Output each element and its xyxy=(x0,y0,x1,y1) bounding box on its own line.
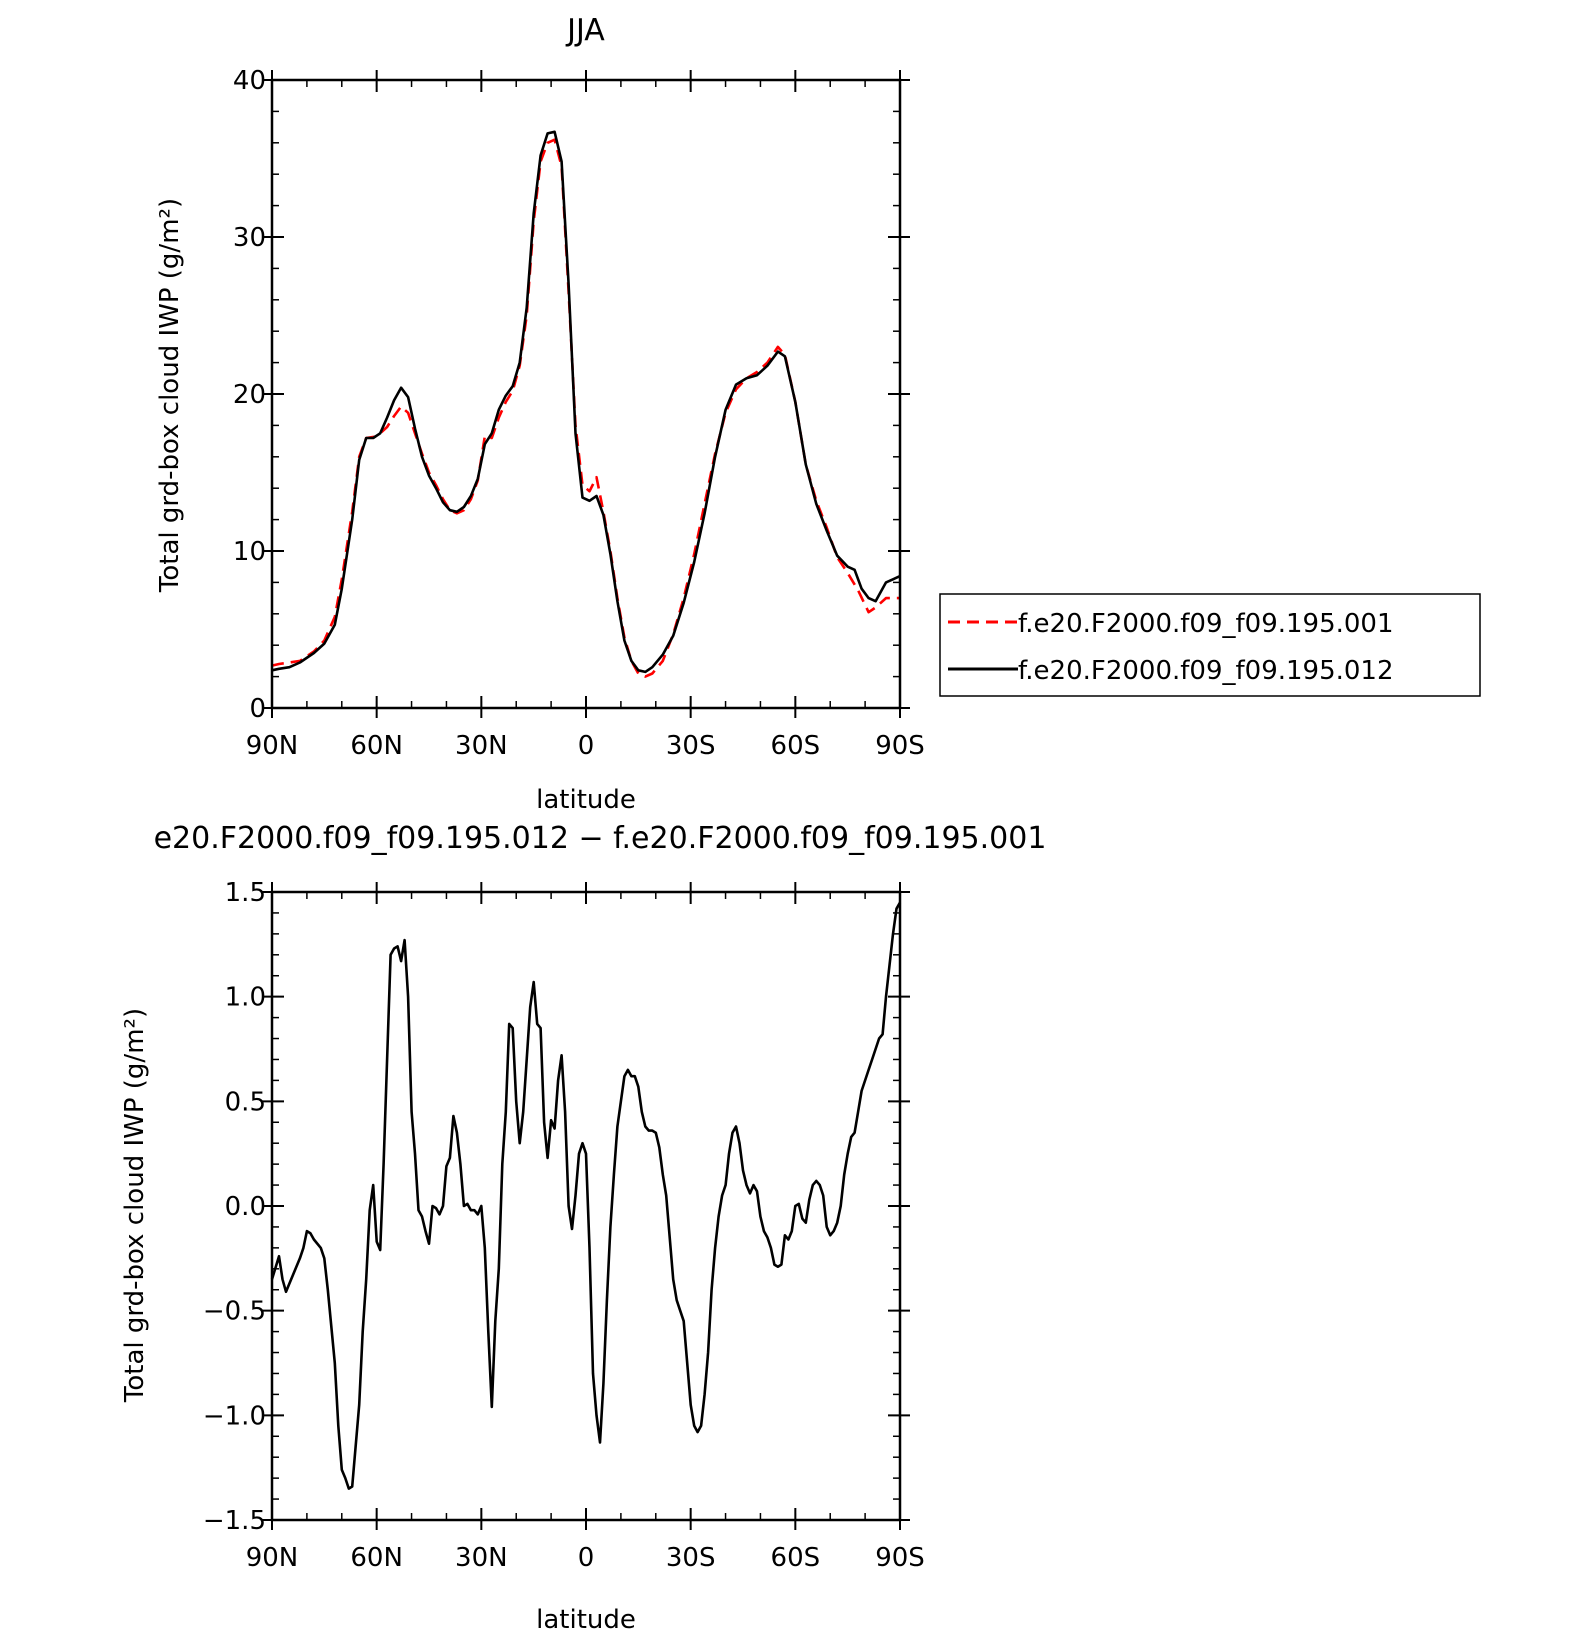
bottom-panel-x-axis-label: latitude xyxy=(536,1605,636,1635)
top-panel-y-tick-label: 0 xyxy=(249,694,266,724)
top-panel-x-tick-label: 60S xyxy=(771,731,821,761)
legend-label-series-1: f.e20.F2000.f09_f09.195.001 xyxy=(1018,609,1394,639)
bottom-panel-y-tick-label: −0.5 xyxy=(203,1297,266,1327)
bottom-panel-x-tick-label: 30S xyxy=(666,1543,716,1573)
top-panel: JJA latitude Total grd-box cloud IWP (g/… xyxy=(155,13,1481,815)
top-panel-series xyxy=(271,130,901,678)
top-panel-series-line-2 xyxy=(271,130,901,674)
bottom-panel-y-tick-label: 0.0 xyxy=(225,1192,266,1222)
bottom-panel-y-tick-label: −1.5 xyxy=(203,1506,266,1536)
bottom-panel: e20.F2000.f09_f09.195.012 − f.e20.F2000.… xyxy=(120,821,1046,1635)
bottom-panel-title: e20.F2000.f09_f09.195.012 − f.e20.F2000.… xyxy=(154,821,1047,856)
top-panel-y-tick-label: 10 xyxy=(233,537,266,567)
bottom-panel-y-tick-label: 1.0 xyxy=(225,983,266,1013)
legend: f.e20.F2000.f09_f09.195.001 f.e20.F2000.… xyxy=(939,593,1481,697)
top-panel-x-tick-label: 0 xyxy=(578,731,595,761)
bottom-panel-x-tick-label: 30N xyxy=(455,1543,508,1573)
legend-label-series-2: f.e20.F2000.f09_f09.195.012 xyxy=(1018,656,1394,686)
top-panel-y-tick-label: 30 xyxy=(233,223,266,253)
bottom-panel-x-tick-label: 0 xyxy=(578,1543,595,1573)
bottom-panel-y-tick-label: 0.5 xyxy=(225,1087,266,1117)
bottom-panel-x-tick-label: 60N xyxy=(350,1543,403,1573)
top-panel-x-tick-label: 60N xyxy=(350,731,403,761)
top-panel-title: JJA xyxy=(565,13,605,48)
top-panel-ticks: 90N 60N 30N 0 30S 60S 90S 0 10 20 30 40 xyxy=(233,66,925,761)
bottom-panel-frame xyxy=(270,890,902,1522)
top-panel-y-tick-label: 40 xyxy=(233,66,266,96)
top-panel-x-tick-label: 30N xyxy=(455,731,508,761)
bottom-panel-x-tick-label: 90S xyxy=(875,1543,925,1573)
top-panel-x-axis-label: latitude xyxy=(536,785,636,815)
bottom-panel-y-tick-label: 1.5 xyxy=(225,878,266,908)
top-panel-frame xyxy=(270,78,902,710)
top-panel-series-line-1 xyxy=(271,138,900,678)
top-panel-y-tick-label: 20 xyxy=(233,380,266,410)
bottom-panel-series-line-1 xyxy=(270,901,902,1490)
top-panel-x-tick-label: 90N xyxy=(246,731,299,761)
bottom-panel-y-tick-label: −1.0 xyxy=(203,1401,266,1431)
bottom-panel-y-axis-label: Total grd-box cloud IWP (g/m²) xyxy=(120,1008,150,1403)
bottom-panel-series xyxy=(270,901,902,1490)
top-panel-y-axis-label: Total grd-box cloud IWP (g/m²) xyxy=(155,198,185,593)
bottom-panel-x-tick-label: 90N xyxy=(246,1543,299,1573)
top-panel-x-tick-label: 90S xyxy=(875,731,925,761)
legend-box xyxy=(939,593,1481,697)
top-panel-x-tick-label: 30S xyxy=(666,731,716,761)
bottom-panel-ticks: 90N 60N 30N 0 30S 60S 90S −1.5 −1.0 −0.5 0.0 0.5 1.0… xyxy=(203,878,925,1573)
bottom-panel-x-tick-label: 60S xyxy=(771,1543,821,1573)
